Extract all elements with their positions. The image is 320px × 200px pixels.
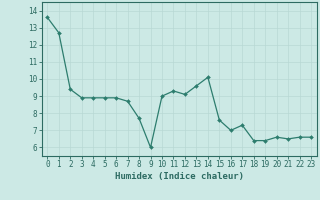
X-axis label: Humidex (Indice chaleur): Humidex (Indice chaleur) bbox=[115, 172, 244, 181]
